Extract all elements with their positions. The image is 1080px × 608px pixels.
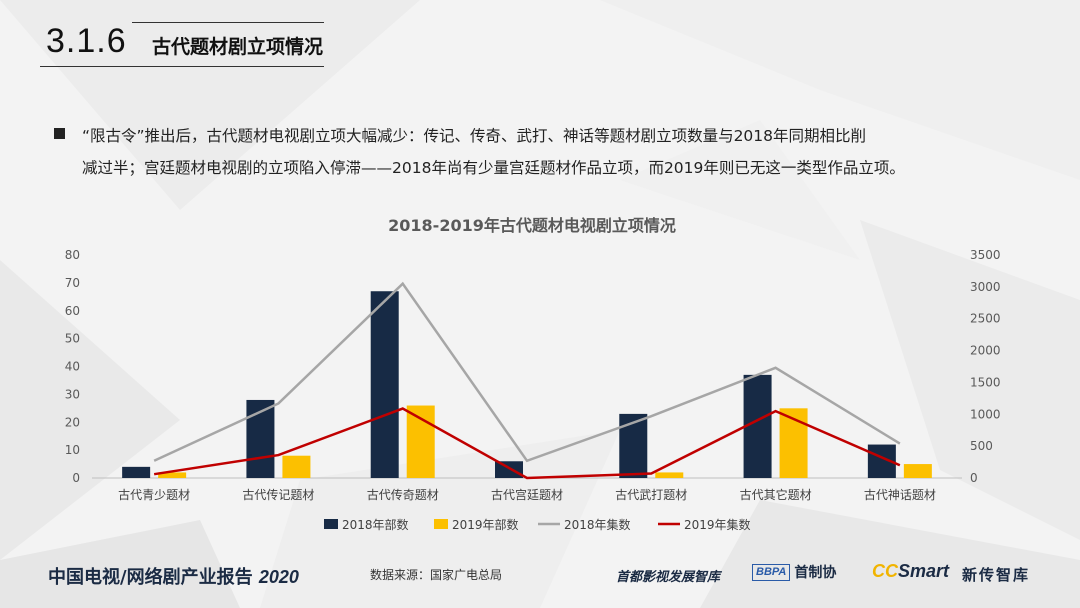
category-label: 古代传奇题材 (367, 487, 439, 502)
ccsmart-cc: CC (872, 561, 898, 581)
logo-new-media-think-tank: 新传智库 (962, 566, 1031, 584)
logo-bbpa: BBPA 首制协 (752, 563, 836, 581)
paragraph-line-2: 减过半；宫廷题材电视剧的立项陷入停滞——2018年尚有少量宫廷题材作品立项，而2… (82, 159, 905, 177)
right-tick-label: 3000 (970, 280, 1001, 294)
paragraph-line-1: “限古令”推出后，古代题材电视剧立项大幅减少：传记、传奇、武打、神话等题材剧立项… (82, 127, 867, 145)
right-axis-ticks: 0 500 1000 1500 2000 2500 3000 3500 (970, 248, 1001, 485)
bar-2019-4 (655, 472, 684, 478)
section-title: 古代题材剧立项情况 (152, 36, 324, 58)
logo-ccsmart: CCSmart (872, 561, 949, 582)
header-rule-top (132, 22, 324, 23)
bar-2018-2 (370, 291, 399, 478)
legend-label: 2018年集数 (564, 517, 631, 532)
legend-swatch (434, 519, 448, 529)
right-tick-label: 0 (970, 471, 978, 485)
left-tick-label: 10 (65, 443, 80, 457)
bar-2018-4 (619, 413, 648, 478)
line-series-1 (153, 407, 901, 480)
right-tick-label: 2000 (970, 344, 1001, 358)
category-label: 古代其它题材 (740, 487, 812, 502)
right-tick-label: 500 (970, 439, 993, 453)
bbpa-text: 首制协 (794, 565, 837, 581)
data-source: 数据来源：国家广电总局 (370, 568, 503, 582)
left-tick-label: 40 (65, 360, 80, 374)
left-tick-label: 30 (65, 387, 80, 401)
category-label: 古代武打题材 (615, 487, 687, 502)
category-label: 古代宫廷题材 (491, 487, 563, 502)
bar-2019-0 (158, 472, 187, 478)
category-label: 古代青少题材 (118, 487, 190, 502)
bar-2019-6 (903, 464, 932, 478)
section-number: 3.1.6 (46, 22, 127, 60)
category-label: 古代传记题材 (242, 487, 314, 502)
bar-2019-2 (406, 405, 435, 478)
bar-2018-5 (743, 374, 772, 478)
report-year: 2020 (258, 567, 299, 587)
legend-label: 2019年部数 (452, 517, 519, 532)
report-title-text: 中国电视/网络剧产业报告 (48, 567, 253, 588)
line-marks (153, 281, 901, 480)
header-rule-bottom (40, 66, 324, 67)
summary-paragraph: “限古令”推出后，古代题材电视剧立项大幅减少：传记、传奇、武打、神话等题材剧立项… (82, 120, 1042, 184)
left-tick-label: 50 (65, 332, 80, 346)
category-labels: 古代青少题材 古代传记题材 古代传奇题材 古代宫廷题材 古代武打题材 古代其它题材 古代神话… (118, 487, 936, 502)
left-tick-label: 70 (65, 276, 80, 290)
bbpa-mark: BBPA (752, 563, 791, 581)
left-axis-ticks: 0 10 20 30 40 50 60 70 80 (65, 248, 80, 485)
bar-2019-1 (282, 455, 311, 478)
legend-swatch (324, 519, 338, 529)
right-tick-label: 1000 (970, 407, 1001, 421)
right-tick-label: 2500 (970, 312, 1001, 326)
logo-capital-film-think-tank: 首都影视发展智库 (616, 570, 721, 585)
left-tick-label: 20 (65, 415, 80, 429)
report-title: 中国电视/网络剧产业报告 2020 (48, 563, 299, 589)
ccsmart-smart: Smart (898, 561, 950, 581)
legend-label: 2019年集数 (684, 517, 751, 532)
left-tick-label: 0 (72, 471, 80, 485)
right-tick-label: 3500 (970, 248, 1001, 262)
combo-chart: 2018-2019年古代题材电视剧立项情况 01020304050607080 … (65, 216, 1001, 532)
bullet-square-icon (54, 128, 65, 139)
category-label: 古代神话题材 (864, 487, 936, 502)
bar-marks (122, 291, 932, 478)
line-series-0 (153, 281, 901, 463)
right-tick-label: 1500 (970, 375, 1001, 389)
left-tick-label: 80 (65, 248, 80, 262)
left-tick-label: 60 (65, 304, 80, 318)
chart-title: 2018-2019年古代题材电视剧立项情况 (388, 216, 676, 235)
chart-legend: 2018年部数 2019年部数 2018年集数 2019年集数 (324, 517, 751, 532)
legend-label: 2018年部数 (342, 517, 409, 532)
bar-2018-0 (122, 466, 151, 478)
